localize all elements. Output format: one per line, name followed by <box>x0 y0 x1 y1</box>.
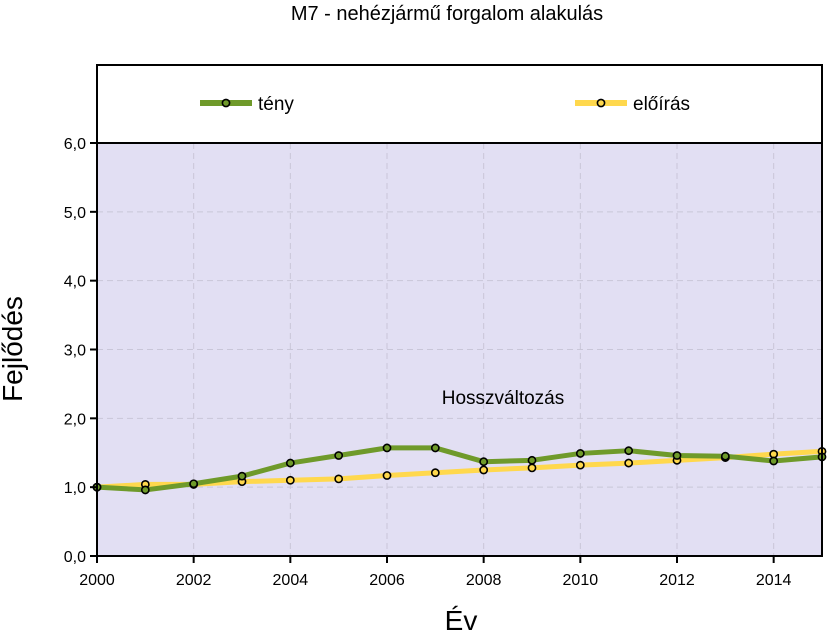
series-point-0 <box>672 451 682 460</box>
series-point-1 <box>285 475 295 485</box>
x-axis-title: Év <box>445 605 478 635</box>
y-tick-label: 3,0 <box>64 343 86 360</box>
series-point-1 <box>479 465 489 475</box>
series-point-0 <box>479 457 489 467</box>
x-tick-label: 2002 <box>176 572 212 589</box>
series-point-0 <box>624 446 634 456</box>
series-point-0 <box>334 451 344 460</box>
y-tick-label: 1,0 <box>64 480 86 497</box>
legend-swatch-marker <box>596 98 606 108</box>
annotation-label: Hosszváltozás <box>442 388 565 409</box>
series-point-0 <box>720 451 730 461</box>
chart-title: M7 - nehézjármű forgalom alakulás <box>291 3 603 25</box>
y-tick-label: 6,0 <box>64 136 86 153</box>
legend-label: tény <box>258 94 294 115</box>
series-point-0 <box>430 443 440 453</box>
x-tick-label: 2008 <box>466 572 502 589</box>
legend-swatch-marker <box>221 98 231 108</box>
legend-box: tény előírás <box>96 64 823 144</box>
series-point-0 <box>382 443 392 453</box>
y-tick-label: 5,0 <box>64 205 86 222</box>
series-point-1 <box>575 460 585 470</box>
x-tick-label: 2006 <box>369 572 405 589</box>
y-tick-label: 4,0 <box>64 274 86 291</box>
x-tick-label: 2004 <box>273 572 309 589</box>
y-tick-label: 0,0 <box>64 549 86 566</box>
series-line-1 <box>94 448 825 490</box>
series-point-0 <box>285 458 295 468</box>
series-point-0 <box>140 485 150 495</box>
series-point-0 <box>237 471 247 481</box>
series-point-1 <box>430 468 440 478</box>
legend-label: előírás <box>633 94 690 115</box>
series-point-1 <box>624 458 634 468</box>
x-tick-label: 2000 <box>79 572 115 589</box>
series-point-0 <box>189 479 199 489</box>
y-tick-label: 2,0 <box>64 411 86 428</box>
x-tick-label: 2010 <box>563 572 599 589</box>
x-tick-label: 2014 <box>756 572 792 589</box>
series-point-0 <box>575 449 585 458</box>
series-line-0 <box>94 445 825 493</box>
series-point-1 <box>382 471 392 480</box>
series-point-1 <box>527 463 537 473</box>
x-tick-label: 2012 <box>659 572 695 589</box>
series-point-0 <box>527 455 537 465</box>
series-point-0 <box>769 456 779 466</box>
y-axis-title: Fejlődés <box>0 296 28 402</box>
series-point-1 <box>334 474 344 484</box>
